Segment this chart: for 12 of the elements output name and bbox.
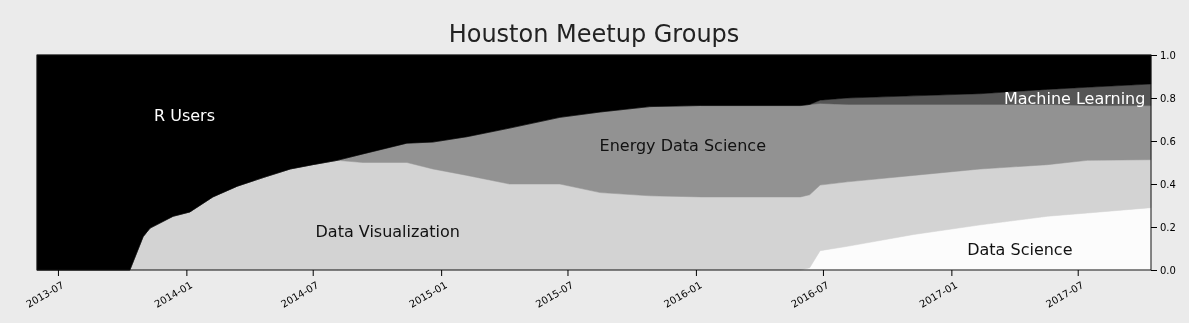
series-label: R Users bbox=[153, 106, 215, 126]
series-label: Data Science bbox=[967, 239, 1073, 259]
y-tick-label: 1.0 bbox=[1160, 49, 1176, 61]
y-tick-label: 0.8 bbox=[1160, 92, 1176, 104]
y-tick-label: 0.6 bbox=[1160, 135, 1176, 147]
series-label: Data Visualization bbox=[315, 222, 460, 242]
series-label: Energy Data Science bbox=[599, 136, 766, 156]
y-tick-label: 0.4 bbox=[1160, 178, 1176, 190]
series-label: Machine Learning bbox=[1003, 89, 1146, 108]
chart-title: Houston Meetup Groups bbox=[448, 20, 740, 48]
y-tick-label: 0.0 bbox=[1160, 264, 1176, 276]
y-tick-label: 0.2 bbox=[1160, 221, 1176, 233]
